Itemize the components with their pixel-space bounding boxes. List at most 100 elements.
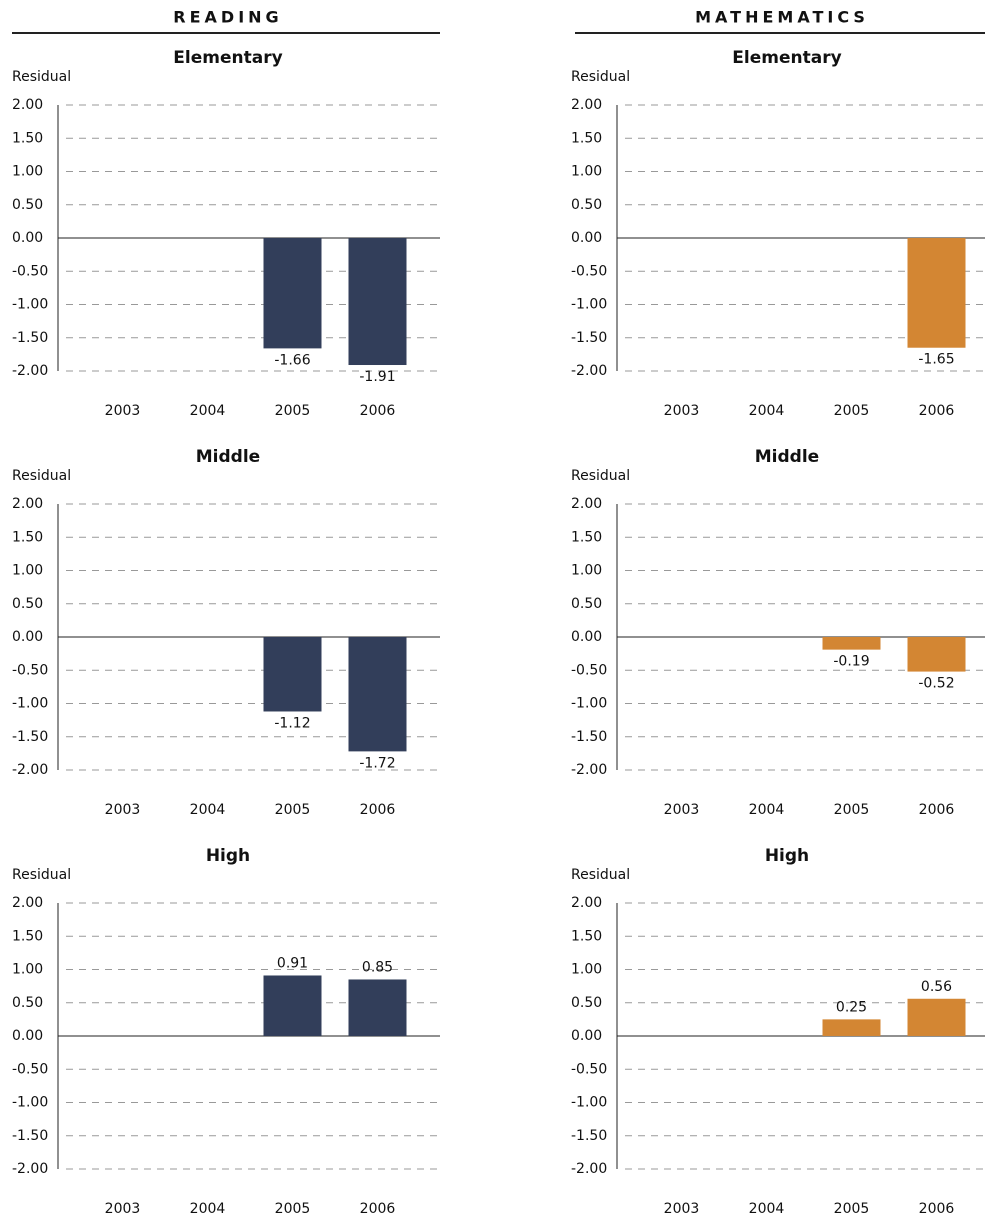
column-header: MATHEMATICS	[695, 8, 869, 27]
y-tick-label: 1.00	[12, 164, 43, 180]
y-tick-label: 0.00	[571, 230, 602, 246]
x-tick-label: 2003	[105, 403, 141, 419]
bar	[907, 238, 966, 348]
bar	[822, 637, 881, 650]
chart-title: Middle	[196, 447, 260, 467]
bar	[263, 975, 322, 1036]
y-tick-label: -1.50	[571, 330, 607, 346]
y-tick-label: -1.50	[12, 1128, 48, 1144]
y-tick-label: 2.00	[12, 97, 43, 113]
x-tick-label: 2006	[360, 403, 396, 419]
x-tick-label: 2004	[749, 403, 785, 419]
y-tick-label: 0.00	[12, 230, 43, 246]
column-header: READING	[173, 8, 282, 27]
bar	[907, 998, 966, 1036]
y-tick-label: -0.50	[571, 1061, 607, 1077]
x-tick-label: 2003	[664, 403, 700, 419]
y-tick-label: -1.50	[12, 330, 48, 346]
y-axis-label: Residual	[12, 468, 71, 484]
y-tick-label: 0.00	[571, 1028, 602, 1044]
y-tick-label: -1.50	[571, 729, 607, 745]
value-label: -1.65	[918, 352, 954, 368]
y-tick-label: -2.00	[12, 363, 48, 379]
x-tick-label: 2006	[919, 1201, 955, 1217]
y-tick-label: 1.00	[12, 563, 43, 579]
x-tick-label: 2005	[834, 802, 870, 818]
value-label: 0.56	[921, 979, 952, 995]
y-tick-label: -0.50	[12, 263, 48, 279]
bar	[348, 238, 407, 366]
y-tick-label: -2.00	[571, 762, 607, 778]
value-label: 0.85	[362, 959, 393, 975]
x-tick-label: 2006	[360, 1201, 396, 1217]
y-tick-label: -1.00	[571, 1095, 607, 1111]
y-tick-label: -0.50	[12, 1061, 48, 1077]
y-axis-label: Residual	[571, 69, 630, 85]
y-tick-label: 1.50	[12, 130, 43, 146]
y-axis-label: Residual	[571, 867, 630, 883]
y-tick-label: 0.50	[12, 197, 43, 213]
x-tick-label: 2003	[664, 802, 700, 818]
x-tick-label: 2004	[190, 802, 226, 818]
x-tick-label: 2005	[834, 1201, 870, 1217]
chart-title: High	[765, 846, 809, 866]
x-tick-label: 2004	[749, 1201, 785, 1217]
x-tick-label: 2004	[190, 403, 226, 419]
x-tick-label: 2005	[275, 802, 311, 818]
y-tick-label: 1.50	[571, 928, 602, 944]
y-tick-label: -1.50	[12, 729, 48, 745]
y-axis-label: Residual	[12, 69, 71, 85]
y-tick-label: 1.00	[571, 164, 602, 180]
x-tick-label: 2003	[664, 1201, 700, 1217]
y-tick-label: 0.50	[12, 995, 43, 1011]
y-tick-label: -1.00	[12, 297, 48, 313]
bar	[907, 637, 966, 672]
y-tick-label: 2.00	[12, 895, 43, 911]
y-tick-label: 0.50	[571, 197, 602, 213]
y-tick-label: -0.50	[571, 662, 607, 678]
y-tick-label: 0.00	[12, 1028, 43, 1044]
x-tick-label: 2005	[834, 403, 870, 419]
value-label: 0.91	[277, 955, 308, 971]
x-tick-label: 2005	[275, 1201, 311, 1217]
chart-title: High	[206, 846, 250, 866]
chart-title: Elementary	[173, 48, 282, 68]
y-axis-label: Residual	[12, 867, 71, 883]
value-label: 0.25	[836, 999, 867, 1015]
x-tick-label: 2006	[919, 403, 955, 419]
value-label: -1.72	[359, 755, 395, 771]
x-tick-label: 2003	[105, 802, 141, 818]
y-tick-label: 0.00	[571, 629, 602, 645]
bar	[263, 238, 322, 349]
y-tick-label: 0.50	[12, 596, 43, 612]
x-tick-label: 2006	[919, 802, 955, 818]
y-tick-label: -1.50	[571, 1128, 607, 1144]
chart-title: Middle	[755, 447, 819, 467]
y-tick-label: -1.00	[571, 696, 607, 712]
bar	[348, 979, 407, 1036]
x-tick-label: 2005	[275, 403, 311, 419]
chart-title: Elementary	[732, 48, 841, 68]
bar	[263, 637, 322, 712]
y-tick-label: 2.00	[571, 496, 602, 512]
y-tick-label: -2.00	[12, 1161, 48, 1177]
x-tick-label: 2004	[749, 802, 785, 818]
y-tick-label: 1.50	[12, 928, 43, 944]
y-tick-label: -1.00	[571, 297, 607, 313]
y-tick-label: -2.00	[571, 1161, 607, 1177]
bar	[822, 1019, 881, 1036]
y-tick-label: -1.00	[12, 696, 48, 712]
value-label: -0.19	[833, 654, 869, 670]
y-tick-label: 1.00	[12, 962, 43, 978]
y-tick-label: -0.50	[571, 263, 607, 279]
y-tick-label: -0.50	[12, 662, 48, 678]
y-tick-label: 2.00	[12, 496, 43, 512]
bar	[348, 637, 407, 752]
value-label: -1.12	[274, 715, 310, 731]
value-label: -1.91	[359, 369, 395, 385]
y-tick-label: 0.00	[12, 629, 43, 645]
y-tick-label: 1.50	[12, 529, 43, 545]
y-tick-label: -1.00	[12, 1095, 48, 1111]
y-tick-label: 0.50	[571, 596, 602, 612]
